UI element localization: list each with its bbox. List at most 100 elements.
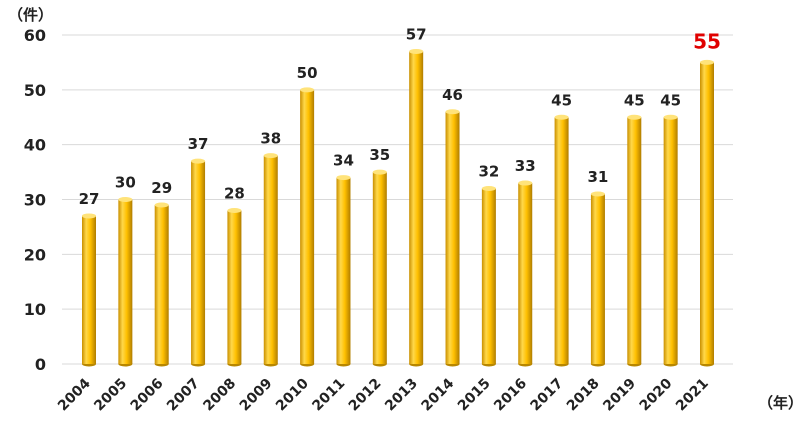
bar-body (263, 155, 278, 364)
data-label: 28 (224, 184, 245, 202)
bar-body (627, 117, 642, 364)
bar-cap (336, 175, 351, 181)
bar-cap (409, 48, 424, 54)
x-tick-label: 2015 (455, 376, 494, 415)
bar (154, 202, 169, 367)
y-tick-label: 20 (24, 245, 46, 264)
bar (590, 191, 605, 367)
bar-cap (481, 186, 496, 192)
bar-body (300, 89, 315, 364)
x-tick-label: 2021 (673, 376, 712, 415)
bar (300, 87, 315, 367)
bar (336, 175, 351, 367)
data-label: 32 (478, 163, 499, 181)
bar-cap (372, 169, 387, 175)
bar-body (227, 210, 242, 364)
bar-body (191, 161, 206, 364)
y-tick-label: 30 (24, 191, 46, 210)
bar (372, 169, 387, 367)
x-tick-label: 2012 (346, 376, 385, 415)
bar-cap (554, 114, 569, 120)
bar-body (154, 204, 169, 364)
data-label: 34 (333, 152, 354, 170)
data-label: 29 (151, 179, 172, 197)
x-tick-label: 2005 (91, 376, 130, 415)
bar-body (118, 199, 133, 364)
data-label: 45 (660, 91, 681, 109)
x-tick-label: 2008 (200, 376, 239, 415)
bar-cap (263, 153, 278, 159)
x-tick-label: 2016 (491, 376, 530, 415)
bar (554, 114, 569, 367)
x-tick-label: 2011 (309, 376, 348, 415)
y-axis-ticks: 0 10 20 30 40 50 60 (24, 26, 46, 374)
bar-cap (227, 207, 242, 213)
bar (663, 114, 678, 367)
x-tick-label: 2014 (418, 375, 457, 414)
bar-cap (700, 59, 714, 65)
data-label: 33 (515, 157, 536, 175)
bar-body (554, 117, 569, 364)
data-label: 45 (551, 91, 572, 109)
y-axis-unit-label: （件） (8, 6, 54, 24)
bar-cap (518, 180, 533, 186)
bar (700, 59, 714, 367)
data-label: 30 (115, 174, 136, 192)
x-tick-label: 2006 (128, 376, 167, 415)
y-tick-label: 10 (24, 300, 46, 319)
bar-cap (154, 202, 169, 208)
bar-cap (191, 158, 206, 164)
x-tick-label: 2009 (237, 376, 276, 415)
bars (82, 48, 714, 367)
x-tick-label: 2020 (637, 375, 676, 414)
bar-body (372, 172, 387, 364)
y-tick-label: 0 (35, 355, 46, 374)
x-tick-label: 2017 (528, 376, 567, 415)
y-tick-label: 40 (24, 136, 46, 155)
bar (191, 158, 206, 367)
bar (518, 180, 533, 367)
x-axis-unit-label: （年） (758, 394, 804, 412)
bar-cap (300, 87, 315, 93)
data-labels: 27 30 29 37 28 38 50 34 35 57 46 32 33 45 31 45 45 55 (79, 25, 721, 208)
bar-body (82, 215, 96, 364)
data-label: 55 (693, 29, 721, 53)
bar (409, 48, 424, 367)
bar-cap (445, 109, 460, 115)
data-label: 31 (588, 168, 609, 186)
y-tick-label: 50 (24, 81, 46, 100)
bar (82, 213, 96, 367)
data-label: 27 (79, 190, 100, 208)
bar-body (409, 51, 424, 364)
bar (118, 197, 133, 367)
bar (445, 109, 460, 367)
bar-cap (590, 191, 605, 197)
bar-cap (627, 114, 642, 120)
x-tick-label: 2007 (164, 376, 203, 415)
x-tick-label: 2010 (273, 375, 312, 414)
x-tick-label: 2004 (55, 375, 94, 414)
bar-body (481, 188, 496, 364)
bar (627, 114, 642, 367)
x-tick-label: 2018 (564, 376, 603, 415)
grid-lines (62, 34, 733, 365)
bar-cap (663, 114, 678, 120)
x-axis-ticks: 2004200520062007200820092010201120122013… (55, 375, 712, 414)
x-tick-label: 2019 (600, 376, 639, 415)
data-label: 46 (442, 86, 463, 104)
data-label: 37 (188, 135, 209, 153)
data-label: 38 (260, 130, 281, 148)
bar-cap (82, 213, 96, 219)
bar (227, 207, 242, 367)
data-label: 50 (297, 64, 318, 82)
bar-body (590, 194, 605, 364)
bar-body (336, 177, 351, 364)
bar (481, 186, 496, 367)
bar-body (445, 111, 460, 365)
bar-cap (118, 197, 133, 202)
bar (263, 153, 278, 367)
bar-body (518, 183, 533, 364)
y-tick-label: 60 (24, 26, 46, 45)
x-tick-label: 2013 (382, 376, 421, 415)
